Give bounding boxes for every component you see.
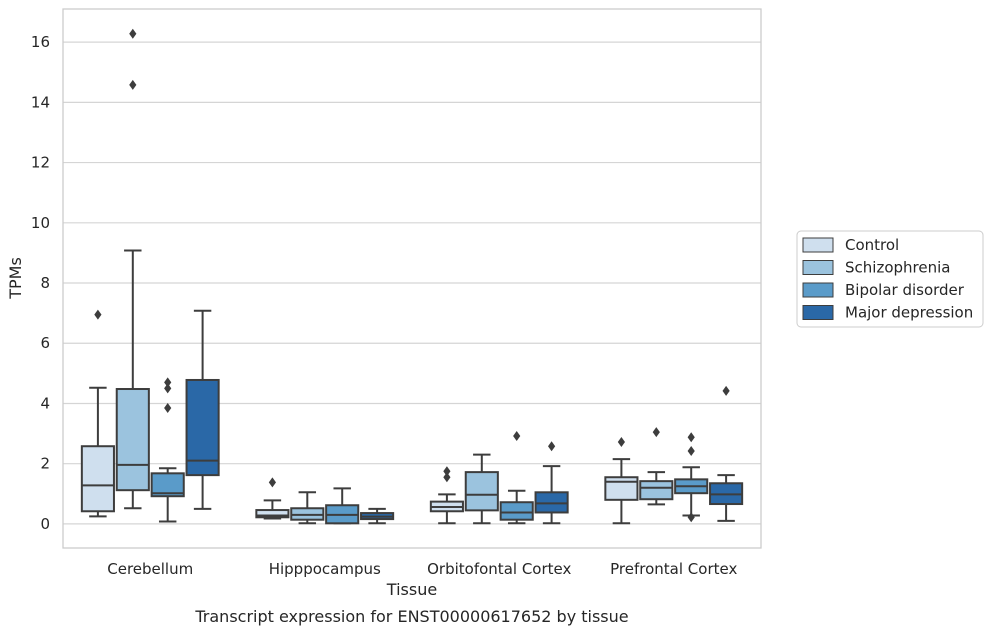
y-tick-label: 16: [31, 33, 50, 51]
legend-swatch: [802, 237, 834, 253]
outlier-point: [687, 446, 695, 457]
box-iqr: [604, 476, 639, 501]
box-schizophrenia: [290, 491, 325, 525]
box-iqr: [534, 491, 569, 514]
x-tick-label: Prefrontal Cortex: [610, 560, 737, 578]
box-iqr: [115, 388, 150, 492]
box-iqr: [255, 509, 290, 519]
legend-label: Schizophrenia: [845, 259, 950, 277]
legend-label: Major depression: [845, 304, 973, 322]
box-control: [604, 437, 639, 525]
box-major-depression: [185, 309, 220, 510]
box-iqr: [639, 480, 674, 501]
box-bipolar-disorder: [325, 487, 360, 525]
box-bipolar-disorder: [674, 432, 709, 523]
box-bipolar-disorder: [499, 430, 534, 525]
outlier-point: [443, 466, 451, 477]
outlier-point: [722, 385, 730, 396]
outlier-point: [94, 309, 102, 320]
y-tick-label: 2: [40, 455, 50, 473]
outlier-point: [513, 430, 521, 441]
box-bipolar-disorder: [150, 377, 185, 523]
legend-label: Bipolar disorder: [845, 281, 965, 299]
y-tick-label: 6: [40, 334, 50, 352]
x-axis-ticks: Cerebellum Hipppocampus Orbitofontal Corte…: [107, 560, 737, 578]
box-schizophrenia: [639, 427, 674, 506]
legend-frame: [796, 230, 984, 328]
outlier-point: [687, 512, 695, 523]
outlier-point: [129, 28, 137, 39]
box-series: [80, 28, 744, 525]
y-tick-label: 10: [31, 214, 50, 232]
y-tick-label: 4: [40, 394, 50, 412]
y-tick-label: 0: [40, 515, 50, 533]
outlier-point: [164, 377, 172, 388]
chart-title: Transcript expression for ENST0000061765…: [194, 607, 628, 626]
box-iqr: [80, 445, 115, 513]
y-axis-label: TPMs: [6, 257, 25, 300]
box-control: [429, 466, 464, 525]
box-major-depression: [534, 441, 569, 525]
outlier-point: [652, 427, 660, 438]
outlier-point: [687, 432, 695, 443]
y-tick-label: 14: [31, 93, 50, 111]
box-control: [80, 309, 115, 518]
legend-label: Control: [845, 236, 899, 254]
box-schizophrenia: [115, 28, 150, 510]
x-tick-label: Orbitofontal Cortex: [427, 560, 571, 578]
box-iqr: [464, 471, 499, 512]
box-iqr: [150, 472, 185, 498]
box-major-depression: [360, 507, 395, 525]
legend-swatch: [802, 260, 834, 275]
legend: Control Schizophrenia Bipolar disorder Majo…: [796, 230, 984, 328]
box-iqr: [185, 378, 220, 477]
outlier-point: [617, 437, 625, 448]
y-tick-label: 8: [40, 274, 50, 292]
box-schizophrenia: [464, 453, 499, 525]
outlier-point: [443, 472, 451, 483]
x-axis-label: Tissue: [386, 580, 437, 599]
legend-swatch: [802, 305, 834, 320]
box-iqr: [499, 501, 534, 521]
x-tick-label: Cerebellum: [107, 560, 193, 578]
legend-swatch: [802, 282, 834, 298]
outlier-point: [548, 441, 556, 452]
outlier-point: [129, 79, 137, 90]
x-tick-label: Hipppocampus: [269, 560, 381, 578]
outlier-point: [164, 383, 172, 394]
y-axis-ticks: 0 2 4 6 8 10 12 14 16: [31, 33, 50, 533]
box-major-depression: [709, 385, 744, 522]
box-control: [255, 477, 290, 520]
outlier-point: [164, 402, 172, 413]
outlier-point: [268, 477, 276, 488]
grid-lines: [63, 41, 761, 525]
plot-frame: [62, 8, 762, 549]
y-tick-label: 12: [31, 154, 50, 172]
